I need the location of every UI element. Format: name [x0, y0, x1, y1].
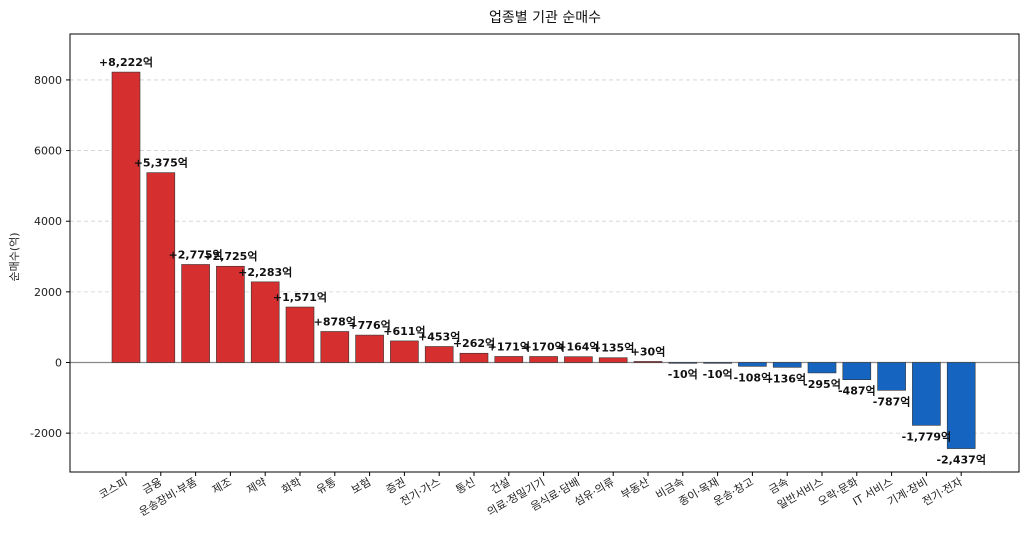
data-label: -10억 — [703, 368, 733, 381]
x-tick-label: 섬유·의류 — [572, 475, 617, 508]
bar — [111, 71, 141, 363]
data-label: -295억 — [803, 378, 841, 391]
bar — [564, 356, 593, 363]
bar — [285, 306, 315, 363]
y-tick-label: 2000 — [34, 286, 62, 299]
data-label: +170억 — [522, 340, 564, 353]
bar — [355, 334, 384, 363]
x-tick-label: 제조 — [210, 475, 234, 496]
data-label: -108억 — [734, 371, 772, 384]
data-label: -787억 — [873, 395, 911, 408]
y-tick-label: 8000 — [34, 74, 62, 87]
x-tick-label: 제약 — [244, 474, 269, 496]
x-tick-label: 화학 — [279, 475, 303, 496]
data-label: +5,375억 — [134, 157, 188, 170]
data-label: +2,283억 — [238, 266, 292, 279]
data-label: +8,222억 — [99, 56, 153, 69]
y-tick-label: 4000 — [34, 215, 62, 228]
plot-frame — [69, 33, 1020, 473]
data-label: +453억 — [418, 330, 460, 343]
data-label: +30억 — [631, 345, 666, 358]
bar — [842, 362, 872, 381]
y-tick-label: -2000 — [30, 427, 62, 440]
bar — [529, 356, 558, 363]
data-label: +611억 — [383, 325, 425, 338]
bar — [250, 281, 280, 363]
y-tick-label: 6000 — [34, 145, 62, 158]
bar — [390, 340, 419, 363]
x-tick-label: 코스피 — [97, 475, 130, 501]
bar — [216, 265, 245, 363]
data-label: +2,725억 — [203, 250, 257, 263]
data-label: -1,779억 — [902, 430, 951, 443]
bar — [877, 362, 906, 391]
bar — [494, 356, 524, 363]
data-label: +878억 — [314, 315, 356, 328]
bar — [738, 362, 767, 367]
data-label: +1,571억 — [273, 291, 327, 304]
y-axis-label: 순매수(억) — [8, 232, 21, 281]
bar — [703, 362, 732, 364]
data-labels: +8,222억 +5,375억 +2,775억+2,725억 +2,283억 +1,57… — [99, 56, 986, 467]
bar — [633, 361, 663, 363]
data-label: -487억 — [838, 385, 876, 398]
x-tick-label: 통신 — [453, 475, 477, 496]
x-tick-label: 유통 — [314, 475, 338, 496]
data-label: +776억 — [348, 319, 390, 332]
data-label: -136억 — [768, 372, 806, 385]
data-label: +171억 — [488, 340, 530, 353]
data-label: -10억 — [668, 368, 698, 381]
y-axis-ticks: -2000 0 2000 4000 6000 8000 — [30, 74, 70, 440]
bar — [772, 362, 802, 368]
bar — [320, 331, 350, 363]
bar — [946, 362, 976, 449]
bar — [146, 172, 176, 363]
bar — [598, 357, 628, 363]
bar — [912, 362, 941, 426]
x-tick-label: 보험 — [349, 475, 373, 496]
x-tick-label: 부동산 — [619, 475, 652, 501]
x-tick-label: 전기·전자 — [920, 475, 965, 508]
chart-title: 업종별 기관 순매수 — [489, 10, 601, 26]
bar — [668, 362, 698, 364]
data-label: +135억 — [592, 342, 634, 355]
bar — [459, 352, 489, 363]
data-label: +2,775억 — [169, 248, 223, 261]
data-label: -2,437억 — [936, 454, 985, 467]
bars — [111, 71, 976, 449]
x-tick-label: 전기·가스 — [398, 475, 443, 508]
x-tick-label: 운송·창고 — [711, 475, 756, 508]
data-label: +262억 — [453, 337, 495, 350]
bar — [181, 264, 210, 363]
bar — [424, 346, 454, 363]
data-label: +164억 — [557, 341, 599, 354]
y-tick-label: 0 — [55, 357, 62, 370]
bar — [807, 362, 837, 374]
